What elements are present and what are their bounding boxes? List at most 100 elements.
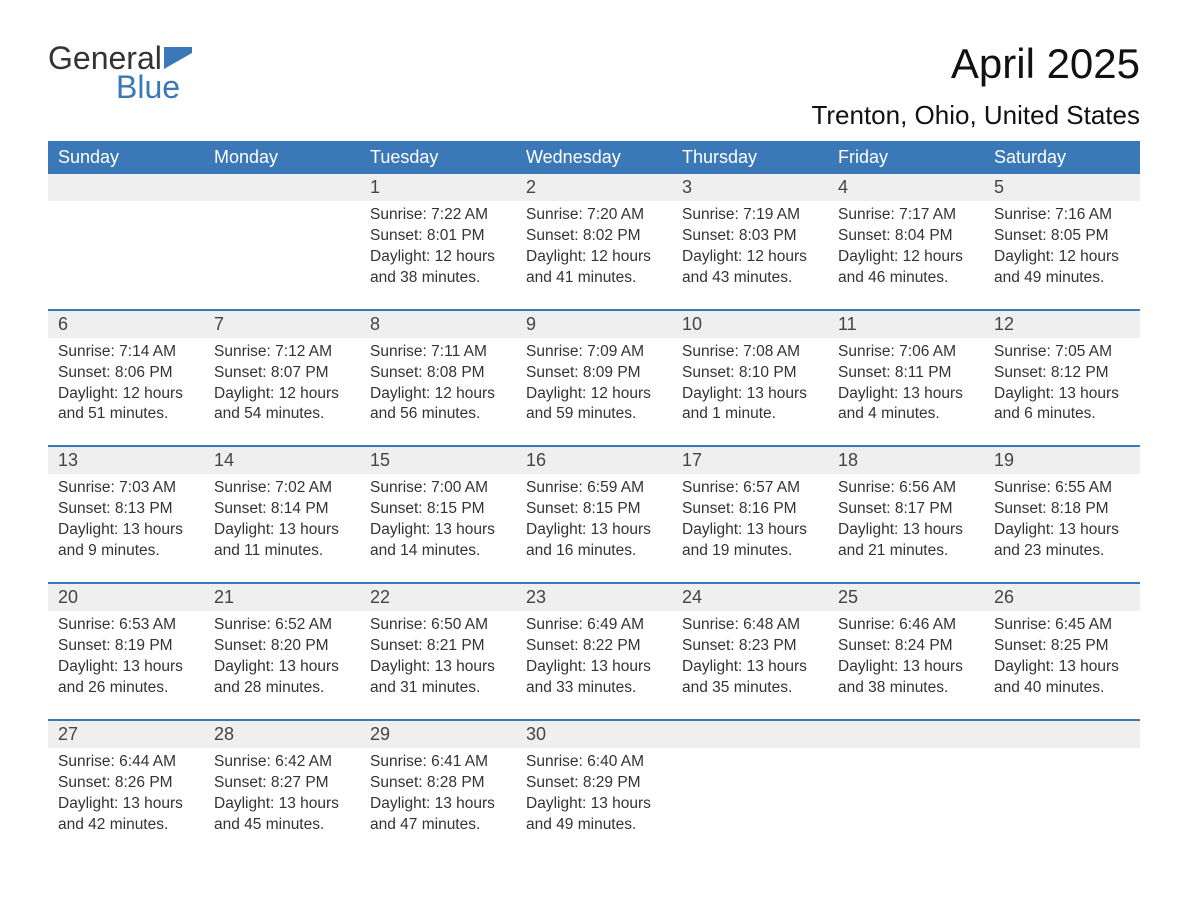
day-content-cell: Sunrise: 7:02 AMSunset: 8:14 PMDaylight:… (204, 474, 360, 583)
day-header: Friday (828, 141, 984, 174)
sunrise-text: Sunrise: 7:06 AM (838, 342, 974, 363)
daylight-text: Daylight: 13 hours and 49 minutes. (526, 794, 662, 836)
day-content-cell: Sunrise: 6:40 AMSunset: 8:29 PMDaylight:… (516, 748, 672, 856)
day-content-cell: Sunrise: 7:14 AMSunset: 8:06 PMDaylight:… (48, 338, 204, 447)
day-number-cell: 17 (672, 446, 828, 474)
sunrise-text: Sunrise: 6:40 AM (526, 752, 662, 773)
sunrise-text: Sunrise: 7:05 AM (994, 342, 1130, 363)
day-number-cell: 2 (516, 174, 672, 201)
sunrise-text: Sunrise: 7:16 AM (994, 205, 1130, 226)
daylight-text: Daylight: 12 hours and 54 minutes. (214, 384, 350, 426)
day-content-cell: Sunrise: 7:06 AMSunset: 8:11 PMDaylight:… (828, 338, 984, 447)
daylight-text: Daylight: 13 hours and 11 minutes. (214, 520, 350, 562)
sunrise-text: Sunrise: 7:17 AM (838, 205, 974, 226)
daylight-text: Daylight: 12 hours and 43 minutes. (682, 247, 818, 289)
day-number-cell: 6 (48, 310, 204, 338)
sunset-text: Sunset: 8:25 PM (994, 636, 1130, 657)
day-content-cell: Sunrise: 7:16 AMSunset: 8:05 PMDaylight:… (984, 201, 1140, 310)
sunrise-text: Sunrise: 6:56 AM (838, 478, 974, 499)
day-content-cell: Sunrise: 6:53 AMSunset: 8:19 PMDaylight:… (48, 611, 204, 720)
sunset-text: Sunset: 8:02 PM (526, 226, 662, 247)
day-content-cell: Sunrise: 6:52 AMSunset: 8:20 PMDaylight:… (204, 611, 360, 720)
day-number-cell: 11 (828, 310, 984, 338)
sunrise-text: Sunrise: 7:20 AM (526, 205, 662, 226)
day-number-cell: 4 (828, 174, 984, 201)
day-number-cell (828, 720, 984, 748)
sunset-text: Sunset: 8:14 PM (214, 499, 350, 520)
day-content-cell: Sunrise: 7:03 AMSunset: 8:13 PMDaylight:… (48, 474, 204, 583)
week-daynum-row: 27282930 (48, 720, 1140, 748)
day-number-cell (48, 174, 204, 201)
daylight-text: Daylight: 12 hours and 41 minutes. (526, 247, 662, 289)
day-content-cell: Sunrise: 6:41 AMSunset: 8:28 PMDaylight:… (360, 748, 516, 856)
day-content-cell: Sunrise: 6:44 AMSunset: 8:26 PMDaylight:… (48, 748, 204, 856)
day-content-cell (672, 748, 828, 856)
day-number-cell (672, 720, 828, 748)
week-content-row: Sunrise: 7:22 AMSunset: 8:01 PMDaylight:… (48, 201, 1140, 310)
sunset-text: Sunset: 8:13 PM (58, 499, 194, 520)
day-number-cell: 24 (672, 583, 828, 611)
sunset-text: Sunset: 8:03 PM (682, 226, 818, 247)
daylight-text: Daylight: 13 hours and 6 minutes. (994, 384, 1130, 426)
sunset-text: Sunset: 8:01 PM (370, 226, 506, 247)
day-content-cell (984, 748, 1140, 856)
day-content-cell: Sunrise: 6:55 AMSunset: 8:18 PMDaylight:… (984, 474, 1140, 583)
sunrise-text: Sunrise: 7:11 AM (370, 342, 506, 363)
day-number-cell: 18 (828, 446, 984, 474)
sunset-text: Sunset: 8:11 PM (838, 363, 974, 384)
sunrise-text: Sunrise: 7:08 AM (682, 342, 818, 363)
day-number-cell: 23 (516, 583, 672, 611)
day-number-cell: 7 (204, 310, 360, 338)
sunset-text: Sunset: 8:24 PM (838, 636, 974, 657)
daylight-text: Daylight: 13 hours and 42 minutes. (58, 794, 194, 836)
day-content-cell (48, 201, 204, 310)
day-number-cell: 20 (48, 583, 204, 611)
daylight-text: Daylight: 13 hours and 31 minutes. (370, 657, 506, 699)
day-content-cell: Sunrise: 7:17 AMSunset: 8:04 PMDaylight:… (828, 201, 984, 310)
daylight-text: Daylight: 12 hours and 38 minutes. (370, 247, 506, 289)
day-content-cell: Sunrise: 6:42 AMSunset: 8:27 PMDaylight:… (204, 748, 360, 856)
brand-word-2: Blue (116, 69, 180, 106)
day-content-cell: Sunrise: 7:11 AMSunset: 8:08 PMDaylight:… (360, 338, 516, 447)
sunrise-text: Sunrise: 6:44 AM (58, 752, 194, 773)
daylight-text: Daylight: 12 hours and 46 minutes. (838, 247, 974, 289)
day-content-cell: Sunrise: 7:09 AMSunset: 8:09 PMDaylight:… (516, 338, 672, 447)
day-content-cell: Sunrise: 7:20 AMSunset: 8:02 PMDaylight:… (516, 201, 672, 310)
sunrise-text: Sunrise: 7:12 AM (214, 342, 350, 363)
day-content-cell: Sunrise: 7:08 AMSunset: 8:10 PMDaylight:… (672, 338, 828, 447)
sunset-text: Sunset: 8:29 PM (526, 773, 662, 794)
sunrise-text: Sunrise: 6:42 AM (214, 752, 350, 773)
sunrise-text: Sunrise: 6:41 AM (370, 752, 506, 773)
sunset-text: Sunset: 8:21 PM (370, 636, 506, 657)
daylight-text: Daylight: 12 hours and 49 minutes. (994, 247, 1130, 289)
day-number-cell: 26 (984, 583, 1140, 611)
sunrise-text: Sunrise: 7:14 AM (58, 342, 194, 363)
daylight-text: Daylight: 13 hours and 38 minutes. (838, 657, 974, 699)
sunrise-text: Sunrise: 6:52 AM (214, 615, 350, 636)
week-content-row: Sunrise: 7:03 AMSunset: 8:13 PM Daylight:… (48, 474, 1140, 583)
day-content-cell (828, 748, 984, 856)
sunrise-text: Sunrise: 7:22 AM (370, 205, 506, 226)
day-number-cell: 29 (360, 720, 516, 748)
sunrise-text: Sunrise: 6:55 AM (994, 478, 1130, 499)
day-content-cell: Sunrise: 7:19 AMSunset: 8:03 PMDaylight:… (672, 201, 828, 310)
sunrise-text: Sunrise: 7:03 AM (58, 478, 194, 499)
sunset-text: Sunset: 8:12 PM (994, 363, 1130, 384)
sunrise-text: Sunrise: 6:45 AM (994, 615, 1130, 636)
day-number-cell (204, 174, 360, 201)
day-number-cell: 3 (672, 174, 828, 201)
day-header: Thursday (672, 141, 828, 174)
daylight-text: Daylight: 13 hours and 21 minutes. (838, 520, 974, 562)
sunset-text: Sunset: 8:10 PM (682, 363, 818, 384)
day-content-cell: Sunrise: 7:00 AMSunset: 8:15 PMDaylight:… (360, 474, 516, 583)
week-daynum-row: 12345 (48, 174, 1140, 201)
sunset-text: Sunset: 8:08 PM (370, 363, 506, 384)
sunset-text: Sunset: 8:15 PM (526, 499, 662, 520)
week-daynum-row: 13141516171819 (48, 446, 1140, 474)
week-daynum-row: 6789101112 (48, 310, 1140, 338)
day-number-cell: 25 (828, 583, 984, 611)
day-header: Monday (204, 141, 360, 174)
calendar-body: 12345Sunrise: 7:22 AMSunset: 8:01 PMDayl… (48, 174, 1140, 855)
daylight-text: Daylight: 13 hours and 23 minutes. (994, 520, 1130, 562)
sunset-text: Sunset: 8:05 PM (994, 226, 1130, 247)
